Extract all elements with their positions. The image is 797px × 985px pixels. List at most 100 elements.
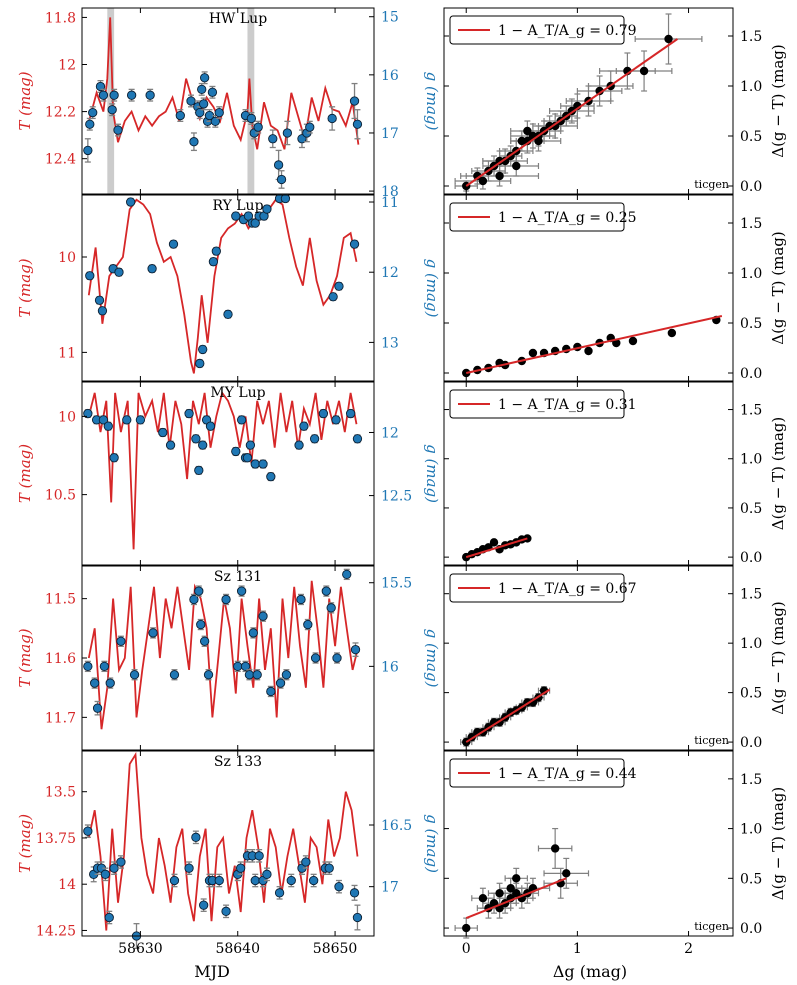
y-tick-label: 1.0	[740, 636, 762, 652]
legend-label: 1 − A_T/A_g = 0.25	[498, 210, 637, 226]
g-point	[186, 96, 196, 106]
fit-line	[465, 537, 528, 559]
g-point	[195, 358, 205, 369]
scatter-point	[478, 894, 488, 903]
g-point	[135, 415, 146, 425]
g-point	[92, 703, 103, 713]
right-tick-label: 18	[381, 184, 399, 200]
g-point	[281, 670, 292, 680]
g-mag-axis-label: g (mag)	[423, 444, 441, 503]
g-point	[100, 869, 111, 879]
g-point	[262, 869, 272, 879]
left-tick-label: 10.5	[45, 488, 76, 504]
legend-frame	[449, 758, 625, 788]
scatter-point	[562, 869, 571, 878]
g-point	[199, 636, 210, 646]
g-point	[345, 408, 356, 419]
y-tick-label: 0.5	[740, 871, 762, 887]
scatter-point	[639, 66, 649, 76]
scatter-axes-frame	[443, 381, 734, 566]
g-point	[254, 851, 264, 861]
x-tick-label: 58650	[313, 941, 358, 957]
g-point	[113, 125, 123, 135]
g-mag-axis-label: g (mag)	[423, 259, 441, 318]
g-point	[83, 826, 93, 836]
fit-line	[466, 315, 723, 374]
g-point	[95, 81, 106, 92]
g-point	[250, 459, 260, 469]
y-tick-label: 0.0	[740, 735, 762, 751]
g-point	[248, 628, 258, 638]
g-point	[352, 912, 363, 923]
scatter-point	[528, 348, 538, 358]
tess-lightcurve-line	[86, 17, 360, 150]
scatter-point	[495, 171, 504, 181]
g-point	[245, 440, 256, 450]
tess-mag-axis-label: T (mag)	[16, 628, 34, 687]
legend-box: 1 − A_T/A_g = 0.79	[449, 15, 637, 45]
g-point	[324, 863, 334, 873]
left-tick-label: 10	[58, 409, 76, 425]
g-point	[122, 415, 132, 425]
left-tick-label: 11.8	[45, 10, 76, 26]
g-point	[250, 875, 260, 886]
g-point	[258, 611, 268, 621]
g-point	[210, 116, 220, 126]
g-point	[236, 586, 247, 596]
scatter-point	[664, 34, 673, 44]
g-point	[184, 863, 194, 873]
g-point	[223, 309, 233, 319]
g-point	[114, 267, 124, 277]
right-tick-label: 13	[381, 335, 399, 351]
right-tick-label: 12	[381, 425, 399, 441]
g-point	[326, 603, 336, 613]
g-point	[310, 653, 321, 663]
g-point	[331, 415, 341, 425]
y-tick-label: 1.5	[740, 403, 762, 419]
legend-frame	[449, 202, 625, 232]
y-tick-label: 1.0	[740, 266, 762, 282]
y-tick-label: 1.5	[740, 29, 762, 45]
g-point	[296, 594, 306, 605]
color-change-axis-label: Δ(g − T) (mag)	[769, 601, 787, 715]
scatter-point	[495, 889, 504, 898]
y-tick-label: 0.0	[740, 921, 762, 937]
g-point	[328, 292, 338, 302]
color-change-axis-label: Δ(g − T) (mag)	[769, 231, 787, 345]
g-point	[303, 619, 313, 630]
g-point	[208, 257, 219, 267]
legend-label: 1 − A_T/A_g = 0.67	[498, 581, 637, 597]
g-point	[233, 661, 243, 672]
g-point	[85, 119, 95, 129]
g-point	[98, 90, 109, 100]
g-point	[214, 875, 224, 886]
g-point	[236, 415, 247, 425]
scatter-point	[628, 336, 638, 346]
left-tick-label: 12.2	[45, 105, 76, 121]
tess-lightcurve-line	[87, 198, 358, 374]
scatter-point	[534, 136, 543, 146]
g-point	[129, 670, 140, 680]
y-tick-label: 0.5	[740, 316, 762, 332]
g-point	[97, 306, 108, 316]
g-point	[309, 434, 320, 444]
scatter-point	[489, 538, 499, 547]
g-point	[318, 408, 329, 419]
g-point	[244, 670, 255, 680]
g-point	[352, 434, 363, 444]
g-point	[214, 107, 224, 118]
g-point	[276, 174, 287, 185]
legend-label: 1 − A_T/A_g = 0.79	[498, 23, 637, 39]
right-tick-label: 16	[381, 68, 399, 84]
scatter-axes-frame	[443, 750, 734, 937]
star-name-label: HW Lup	[209, 11, 267, 27]
g-point	[116, 636, 126, 646]
left-tick-label: 11.7	[45, 710, 76, 726]
left-tick-label: 13.75	[36, 831, 76, 847]
scatter-axes-frame	[443, 7, 734, 195]
scatter-point	[550, 844, 560, 853]
g-point	[99, 661, 110, 672]
scatter-axes-frame	[443, 565, 734, 751]
g-point	[352, 119, 363, 129]
